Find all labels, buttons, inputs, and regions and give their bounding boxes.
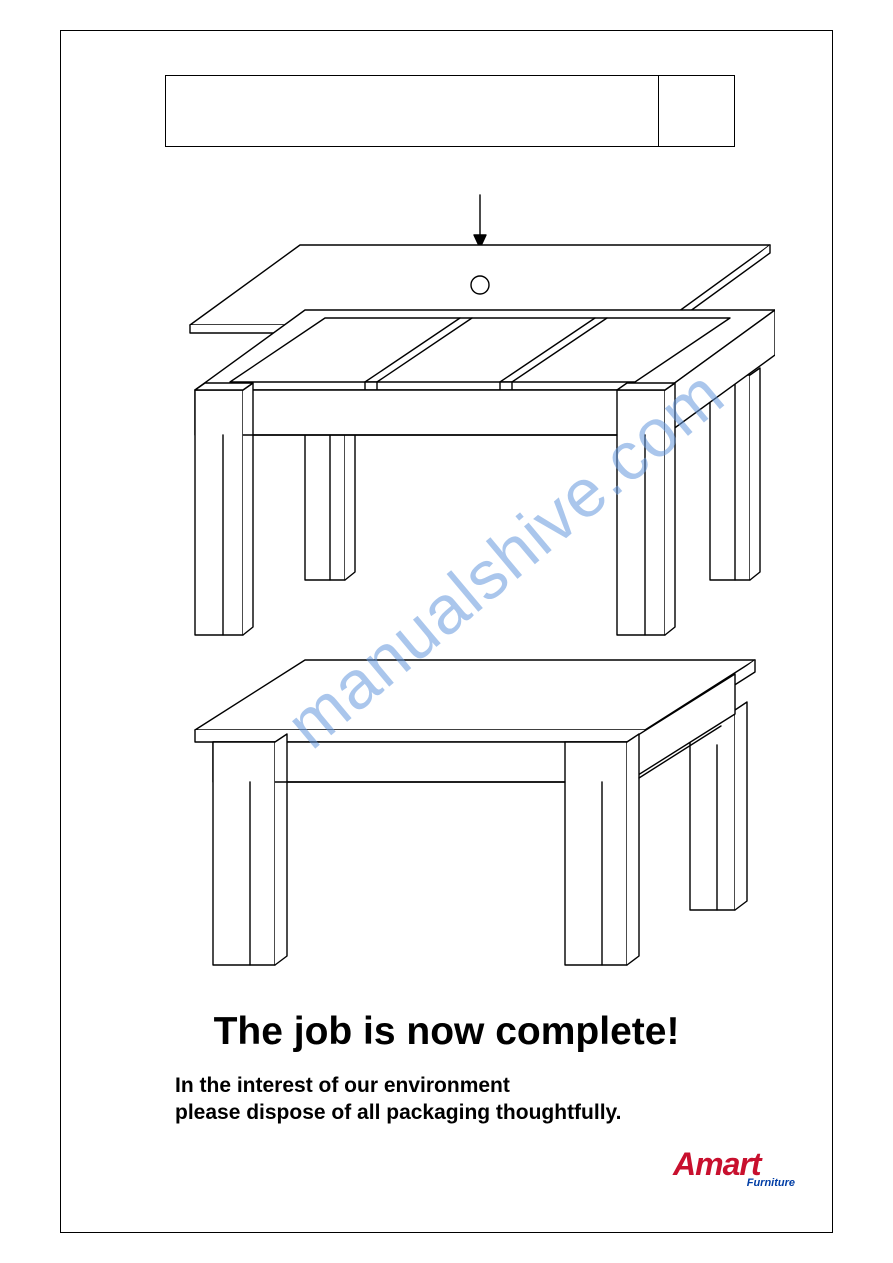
- subtext-line2: please dispose of all packaging thoughtf…: [175, 1101, 622, 1124]
- assembly-diagram: manualshive.com: [115, 190, 775, 980]
- logo-brand-text: Amart: [673, 1150, 803, 1179]
- environment-notice: In the interest of our environment pleas…: [175, 1072, 775, 1127]
- subtext-line1: In the interest of our environment: [175, 1074, 510, 1097]
- header-divider: [658, 76, 660, 146]
- header-box: [165, 75, 735, 147]
- completion-heading: The job is now complete!: [0, 1010, 893, 1054]
- brand-logo: Amart Furniture: [673, 1150, 803, 1200]
